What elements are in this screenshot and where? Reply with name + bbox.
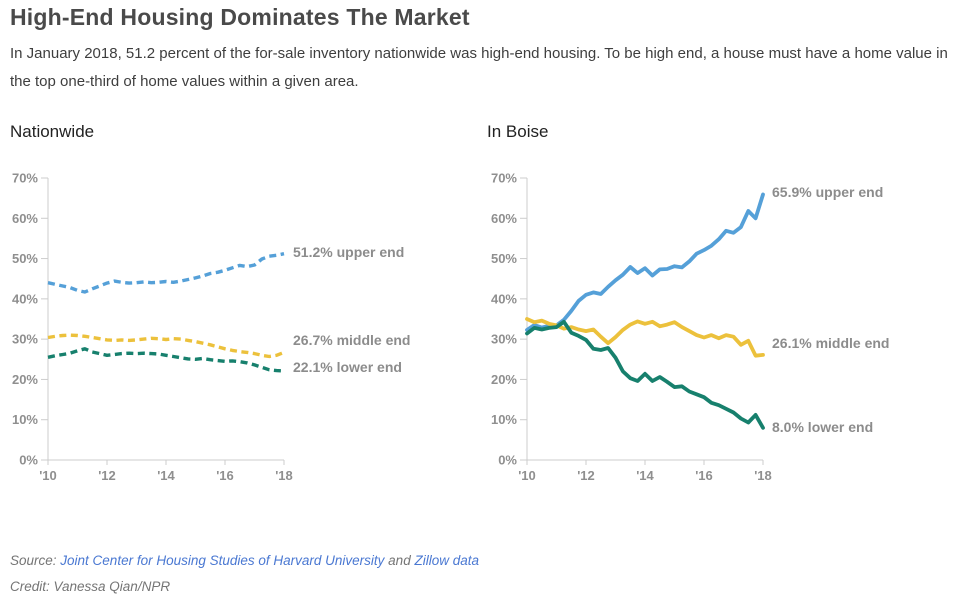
- page-subtitle: In January 2018, 51.2 percent of the for…: [10, 45, 948, 90]
- y-tick-label: 20%: [491, 372, 517, 387]
- y-tick-label: 70%: [491, 171, 517, 186]
- source-link-zillow[interactable]: Zillow data: [414, 553, 479, 568]
- series-line-lower-end: [47, 347, 285, 373]
- nationwide-chart-svg: 70% 60% 50% 40% 30% 20% 10% 0%'10 '12 '14 '16 '18: [12, 171, 293, 484]
- series-label-nationwide-lower-end: 22.1% lower end: [293, 358, 402, 375]
- page-title: High-End Housing Dominates The Market: [10, 4, 470, 30]
- x-tick-label: '18: [754, 468, 772, 483]
- source-line: Source: Joint Center for Housing Studies…: [10, 553, 479, 568]
- source-link-harvard[interactable]: Joint Center for Housing Studies of Harv…: [60, 553, 385, 568]
- y-tick-label: 0%: [19, 453, 38, 468]
- y-tick-label: 0%: [498, 453, 517, 468]
- series-label-boise-upper-end: 65.9% upper end: [772, 183, 884, 200]
- boise-chart: In Boise 70% 60% 50% 40% 30% 20% 10% 0% '10 '12 '1…: [479, 120, 979, 520]
- chart-heading-nationwide: Nationwide: [10, 122, 95, 141]
- x-tick-label: '10: [518, 468, 536, 483]
- y-tick-label: 10%: [12, 412, 38, 427]
- x-tick-label: '10: [39, 468, 57, 483]
- series-label-nationwide-middle-end: 26.7% middle end: [293, 332, 411, 349]
- x-tick-label: '12: [577, 468, 595, 483]
- credit-line: Credit: Vanessa Qian/NPR: [10, 579, 171, 594]
- y-tick-label: 40%: [12, 291, 38, 306]
- y-tick-label: 60%: [12, 211, 38, 226]
- y-tick-label: 40%: [491, 291, 517, 306]
- boise-chart-svg: 70% 60% 50% 40% 30% 20% 10% 0%'10 '12 '14 '16 '18: [491, 171, 772, 484]
- y-tick-label: 30%: [12, 332, 38, 347]
- series-line-middle-end: [47, 333, 285, 359]
- x-tick-label: '14: [157, 468, 175, 483]
- series-label-boise-lower-end: 8.0% lower end: [772, 418, 874, 435]
- series-line-upper-end: [47, 252, 285, 294]
- y-tick-label: 30%: [491, 332, 517, 347]
- series-label-nationwide-upper-end: 51.2% upper end: [293, 243, 405, 260]
- y-tick-label: 10%: [491, 412, 517, 427]
- source-label: Source:: [10, 553, 61, 568]
- y-tick-label: 20%: [12, 372, 38, 387]
- nationwide-chart: Nationwide 70% 60% 50% 40% 30% 20% 10% 0% '10 '12…: [0, 120, 500, 520]
- x-tick-label: '14: [636, 468, 654, 483]
- y-tick-label: 70%: [12, 171, 38, 186]
- x-tick-label: '16: [695, 468, 713, 483]
- series-label-boise-middle-end: 26.1% middle end: [772, 334, 890, 351]
- source-conjunction: and: [384, 553, 415, 568]
- x-tick-label: '12: [98, 468, 116, 483]
- series-line-upper-end: [525, 192, 765, 332]
- y-tick-label: 50%: [491, 251, 517, 266]
- x-tick-label: '16: [216, 468, 234, 483]
- x-tick-label: '18: [275, 468, 293, 483]
- y-tick-label: 50%: [12, 251, 38, 266]
- y-tick-label: 60%: [491, 211, 517, 226]
- series-line-lower-end: [525, 319, 765, 430]
- chart-heading-boise: In Boise: [487, 122, 549, 141]
